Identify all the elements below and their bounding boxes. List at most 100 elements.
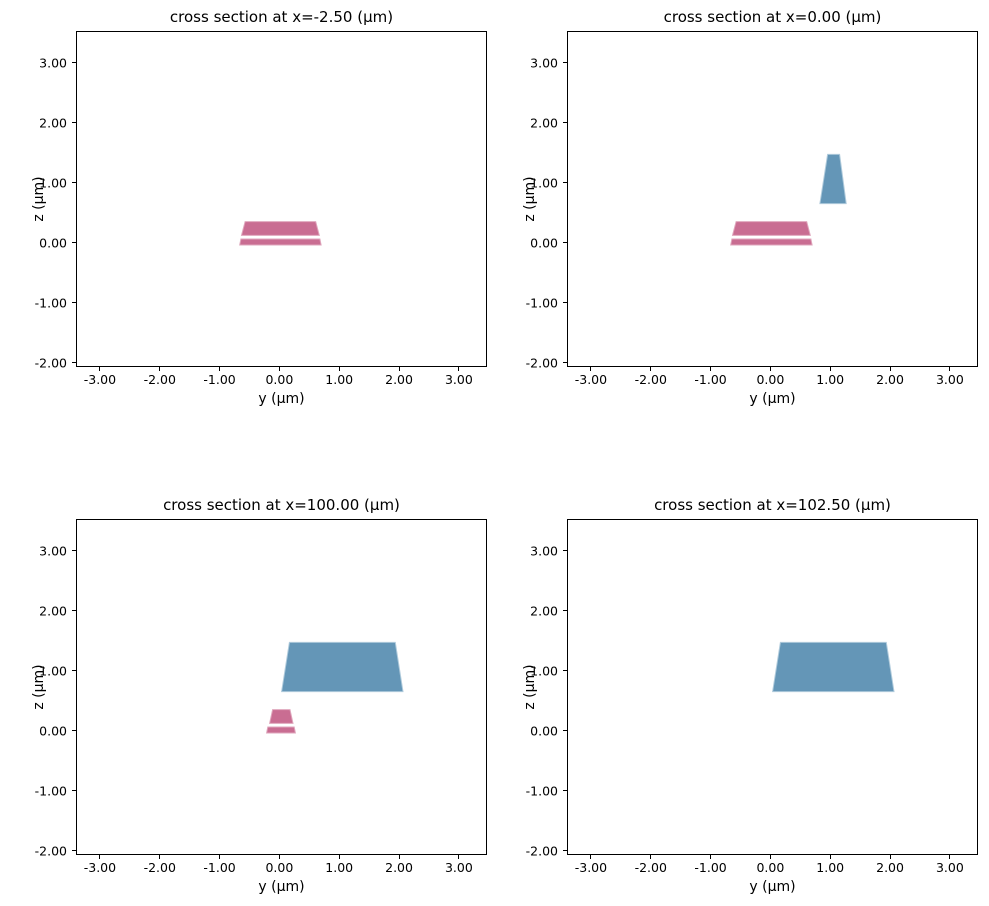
upper-waveguide-shape xyxy=(819,153,847,205)
x-tick-mark xyxy=(278,367,280,371)
y-tick-mark xyxy=(563,670,567,672)
y-tick-mark xyxy=(563,362,567,364)
x-tick-mark xyxy=(159,367,161,371)
x-axis-label: y (μm) xyxy=(749,391,796,407)
x-tick-label: -3.00 xyxy=(83,860,117,875)
x-tick-mark xyxy=(889,855,891,859)
x-tick-mark xyxy=(769,367,771,371)
y-tick-mark xyxy=(72,242,76,244)
y-tick-mark xyxy=(72,182,76,184)
y-tick-mark xyxy=(72,122,76,124)
x-tick-mark xyxy=(949,367,951,371)
y-tick-mark xyxy=(72,550,76,552)
x-tick-label: 3.00 xyxy=(444,860,473,875)
plot-title: cross section at x=0.00 (μm) xyxy=(663,8,882,26)
x-tick-label: 0.00 xyxy=(756,860,785,875)
y-tick-mark xyxy=(563,62,567,64)
core-layer-shape xyxy=(731,221,811,236)
x-tick-mark xyxy=(398,855,400,859)
x-tick-label: 2.00 xyxy=(385,860,413,875)
slab-layer-shape xyxy=(239,238,322,246)
x-tick-label: -3.00 xyxy=(574,372,608,387)
axes-area xyxy=(567,519,978,855)
upper-waveguide-shape xyxy=(772,641,895,693)
y-tick-label: -1.00 xyxy=(34,783,67,799)
y-tick-label: 2.00 xyxy=(39,115,67,131)
y-tick-label: -1.00 xyxy=(34,295,67,311)
y-tick-label: 2.00 xyxy=(530,115,558,131)
plot-title: cross section at x=102.50 (μm) xyxy=(654,496,891,514)
x-tick-label: -2.00 xyxy=(143,860,176,875)
slab-layer-shape xyxy=(730,238,813,246)
cross-section-plot xyxy=(265,641,404,734)
y-tick-label: -2.00 xyxy=(525,355,558,371)
x-tick-label: 2.00 xyxy=(876,372,904,387)
x-tick-mark xyxy=(889,367,891,371)
x-tick-label: -1.00 xyxy=(694,860,727,875)
x-tick-label: 3.00 xyxy=(935,372,964,387)
core-layer-shape xyxy=(240,221,320,236)
y-tick-mark xyxy=(563,302,567,304)
x-tick-label: 1.00 xyxy=(325,372,354,387)
y-tick-mark xyxy=(563,182,567,184)
x-tick-mark xyxy=(99,855,101,859)
y-tick-label: 2.00 xyxy=(39,603,67,619)
y-tick-mark xyxy=(563,550,567,552)
x-tick-label: 0.00 xyxy=(756,372,785,387)
y-tick-mark xyxy=(72,850,76,852)
x-tick-mark xyxy=(99,367,101,371)
x-tick-label: -1.00 xyxy=(694,372,727,387)
x-tick-label: -1.00 xyxy=(203,860,236,875)
plot-title: cross section at x=-2.50 (μm) xyxy=(169,8,394,26)
x-tick-mark xyxy=(278,855,280,859)
upper-waveguide-shape xyxy=(281,641,404,693)
y-tick-label: -1.00 xyxy=(525,295,558,311)
y-tick-label: 1.00 xyxy=(39,175,67,191)
y-tick-mark xyxy=(563,610,567,612)
y-tick-label: 2.00 xyxy=(530,603,558,619)
x-tick-label: 0.00 xyxy=(265,372,294,387)
x-tick-label: -1.00 xyxy=(203,372,236,387)
y-tick-mark xyxy=(563,242,567,244)
y-tick-label: 3.00 xyxy=(530,543,558,559)
y-tick-label: 3.00 xyxy=(39,55,67,71)
x-tick-label: 0.00 xyxy=(265,860,294,875)
x-tick-label: -3.00 xyxy=(83,372,117,387)
y-tick-label: 1.00 xyxy=(39,663,67,679)
cross-section-plot xyxy=(772,641,895,693)
x-tick-mark xyxy=(219,855,221,859)
y-tick-mark xyxy=(563,790,567,792)
x-tick-mark xyxy=(949,855,951,859)
x-tick-label: 1.00 xyxy=(816,372,845,387)
x-tick-mark xyxy=(829,855,831,859)
x-tick-mark xyxy=(338,855,340,859)
y-tick-mark xyxy=(72,790,76,792)
x-tick-mark xyxy=(650,367,652,371)
y-tick-label: -2.00 xyxy=(34,843,67,859)
x-axis-label: y (μm) xyxy=(258,879,305,895)
x-tick-mark xyxy=(650,855,652,859)
y-tick-label: -2.00 xyxy=(525,843,558,859)
y-tick-mark xyxy=(563,730,567,732)
subplot-cross-section-top-right: cross section at x=0.00 (μm) z (μm) y (μ… xyxy=(522,8,978,407)
x-axis-label: y (μm) xyxy=(258,391,305,407)
x-tick-mark xyxy=(829,367,831,371)
y-tick-mark xyxy=(563,122,567,124)
y-tick-label: 3.00 xyxy=(530,55,558,71)
y-tick-label: 1.00 xyxy=(530,663,558,679)
y-tick-mark xyxy=(72,730,76,732)
x-tick-mark xyxy=(710,855,712,859)
y-tick-mark xyxy=(72,670,76,672)
y-tick-mark xyxy=(72,302,76,304)
subplot-cross-section-top-left: cross section at x=-2.50 (μm) z (μm) y (… xyxy=(31,8,487,407)
x-tick-mark xyxy=(219,367,221,371)
x-tick-label: 1.00 xyxy=(325,860,354,875)
y-tick-mark xyxy=(72,62,76,64)
x-tick-mark xyxy=(159,855,161,859)
x-tick-label: -3.00 xyxy=(574,860,608,875)
x-tick-mark xyxy=(338,367,340,371)
slab-layer-shape xyxy=(265,726,297,734)
x-tick-label: 2.00 xyxy=(876,860,904,875)
core-layer-shape xyxy=(268,709,294,724)
x-tick-label: -2.00 xyxy=(634,860,667,875)
